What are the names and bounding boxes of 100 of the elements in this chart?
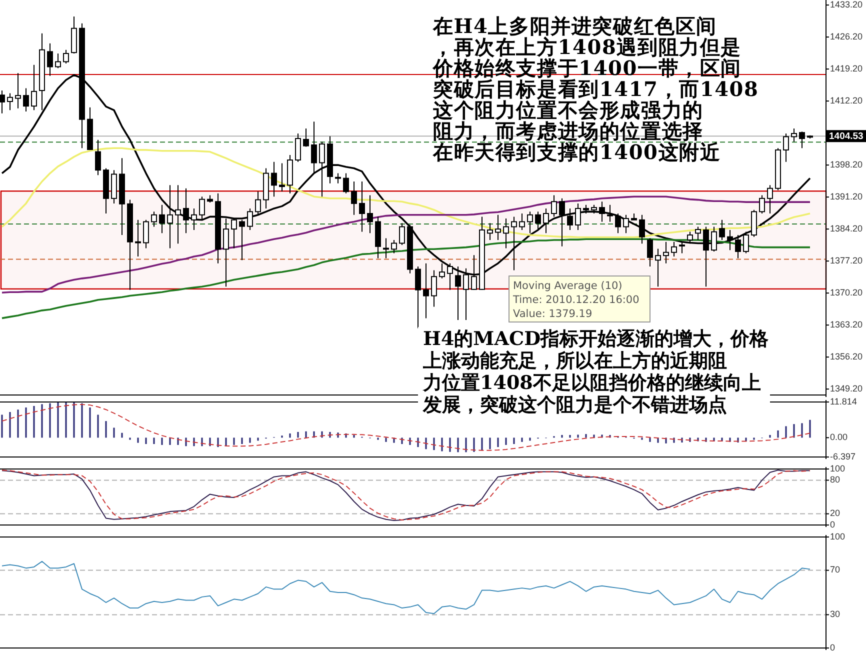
- candlestick: [759, 194, 765, 214]
- candlestick: [15, 72, 21, 109]
- candlestick: [255, 191, 261, 216]
- y-tick-label: 70: [830, 564, 840, 575]
- candlestick: [135, 219, 141, 257]
- y-tick-label: 1377.20: [830, 255, 863, 266]
- candlestick: [95, 139, 101, 176]
- candlestick: [343, 172, 349, 194]
- candlestick: [63, 49, 69, 64]
- annotation: Value: 1379.19: [513, 308, 592, 320]
- y-tick-label: -6.397: [830, 451, 856, 462]
- candlestick: [711, 226, 717, 252]
- y-tick-label: 100: [830, 463, 846, 474]
- candlestick: [743, 231, 749, 254]
- y-tick-label: 0: [830, 519, 836, 530]
- annotation: 在昨天得到支撑的1400这附近: [432, 140, 721, 164]
- y-tick-label: 20: [830, 508, 840, 518]
- candlestick: [167, 184, 173, 249]
- annotation: ，再次在上方1408遇到阻力但是: [433, 35, 742, 59]
- y-tick-label: 1398.20: [830, 159, 863, 170]
- candlestick: [695, 226, 701, 241]
- candlestick: [791, 128, 797, 142]
- candlestick: [647, 238, 653, 268]
- candlestick: [735, 234, 741, 259]
- candlestick: [367, 194, 373, 234]
- candlestick: [279, 162, 285, 192]
- annotation: 力位置1408不足以阻挡价格的继续向上: [422, 372, 761, 394]
- candlestick: [551, 194, 557, 218]
- y-tick-label: 1384.20: [830, 223, 863, 234]
- candlestick: [191, 208, 197, 230]
- y-tick-label: 30: [830, 609, 840, 620]
- annotation: 上涨动能充足，所以在上方的近期阻: [422, 350, 727, 372]
- candlestick: [335, 172, 341, 184]
- candlestick: [503, 218, 509, 249]
- y-tick-label: 1391.20: [830, 191, 863, 202]
- y-tick-label: 1419.20: [830, 63, 863, 74]
- candlestick: [271, 161, 277, 198]
- annotation: 价格始终支撑于1400一带，区间: [432, 56, 742, 80]
- annotation: 突破后目标是看到1417，而1408: [432, 77, 759, 101]
- candlestick: [175, 184, 181, 244]
- candlestick: [559, 198, 565, 247]
- annotation: Time: 2010.12.20 16:00: [512, 294, 640, 306]
- candlestick: [543, 208, 549, 234]
- candlestick: [311, 121, 317, 174]
- candlestick: [7, 92, 13, 111]
- y-tick-label: 0.00: [830, 432, 848, 442]
- candlestick: [767, 184, 773, 214]
- candlestick: [319, 141, 325, 198]
- candlestick: [615, 213, 621, 234]
- y-tick-label: 1356.20: [830, 351, 863, 362]
- candlestick: [575, 202, 581, 230]
- candlestick: [719, 219, 725, 241]
- candlestick: [359, 181, 365, 232]
- candlestick: [727, 229, 733, 251]
- candlestick: [151, 211, 157, 228]
- candlestick: [383, 238, 389, 259]
- candlestick: [423, 262, 429, 319]
- candlestick: [23, 88, 29, 112]
- candlestick: [351, 181, 357, 216]
- candlestick: [663, 241, 669, 264]
- candlestick: [239, 219, 245, 261]
- annotation: 阻力，而考虑进场的位置选择: [433, 119, 704, 143]
- candlestick: [607, 204, 613, 222]
- candlestick: [31, 64, 37, 111]
- candlestick: [415, 266, 421, 329]
- candlestick: [399, 222, 405, 246]
- candlestick: [599, 201, 605, 222]
- candlestick: [639, 214, 645, 244]
- y-tick-label: 1349.20: [830, 383, 863, 394]
- candlestick: [487, 222, 493, 241]
- candlestick: [623, 214, 629, 234]
- candlestick: [231, 218, 237, 249]
- candlestick: [655, 248, 661, 288]
- candlestick: [431, 270, 437, 308]
- candlestick: [567, 208, 573, 230]
- candlestick: [47, 42, 53, 76]
- annotation: H4的MACD指标开始逐渐的增大，价格: [423, 328, 770, 350]
- candlestick: [247, 208, 253, 230]
- candlestick: [183, 188, 189, 234]
- ref-line-label: 1404.53: [829, 131, 864, 142]
- y-tick-label: 1412.20: [830, 95, 863, 106]
- candlestick: [535, 211, 541, 230]
- candlestick: [671, 241, 677, 257]
- candlestick: [295, 132, 301, 162]
- annotation: 发展，突破这个阻力是个不错进场点: [422, 394, 727, 416]
- line-series: [2, 560, 810, 614]
- candlestick: [199, 196, 205, 220]
- y-tick-label: 1363.20: [830, 319, 863, 330]
- y-tick-label: 11.814: [830, 396, 857, 406]
- y-tick-label: 1426.20: [830, 31, 863, 42]
- annotation: 在H4上多阳并进突破红色区间: [432, 14, 718, 38]
- y-tick-label: 0: [830, 642, 836, 652]
- candlestick: [519, 213, 525, 230]
- y-tick-label: 100: [830, 531, 846, 542]
- candlestick: [511, 216, 517, 271]
- annotation: Moving Average (10): [513, 280, 622, 292]
- candlestick: [751, 209, 757, 238]
- candlestick: [783, 132, 789, 162]
- candlestick: [391, 240, 397, 254]
- candlestick: [55, 52, 61, 69]
